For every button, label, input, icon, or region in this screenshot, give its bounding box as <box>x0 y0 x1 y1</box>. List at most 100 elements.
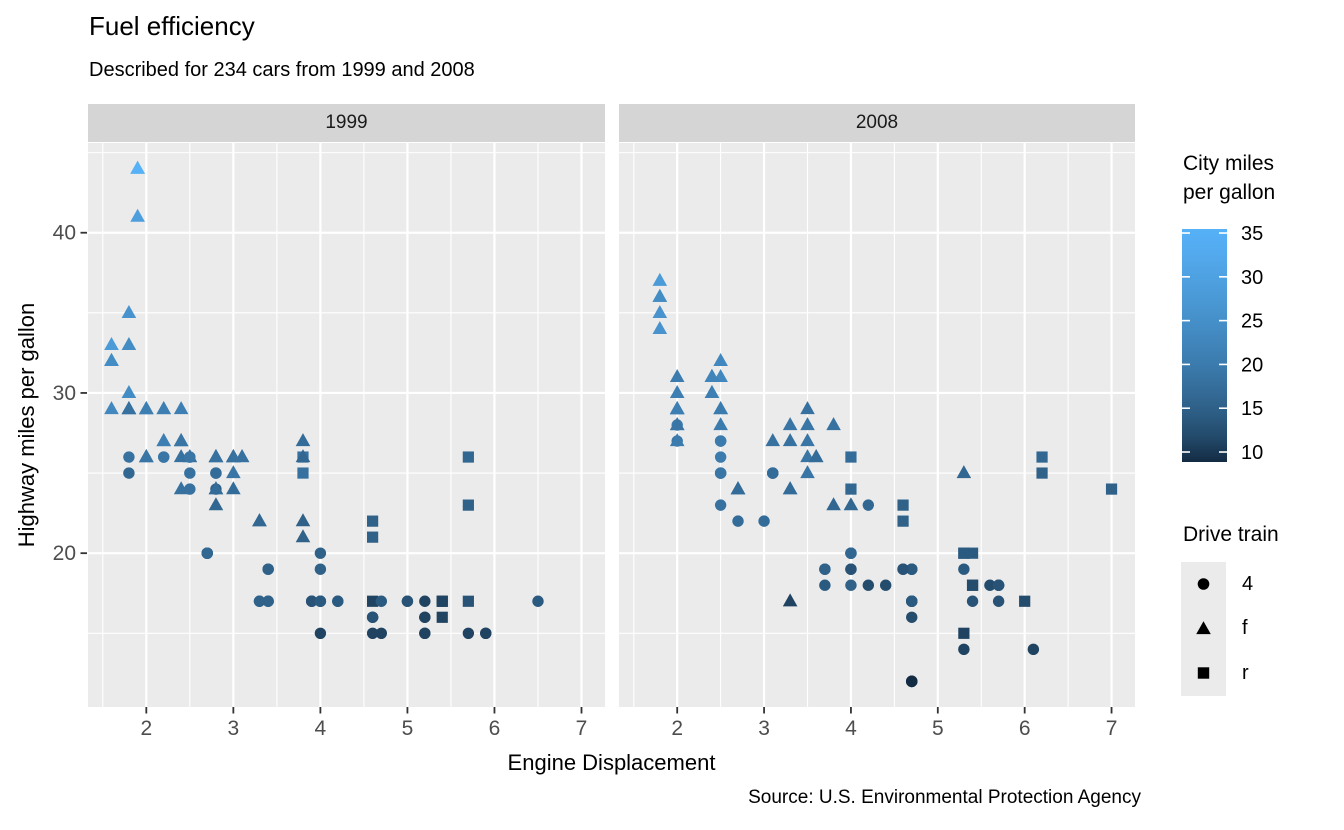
circle-icon <box>1197 578 1210 591</box>
x-axis-ticks-1999: 2 3 4 5 6 7 <box>140 707 587 740</box>
data-point <box>782 417 798 431</box>
data-point <box>966 547 979 559</box>
data-point <box>156 433 172 447</box>
data-point <box>966 595 979 607</box>
data-point <box>958 563 970 575</box>
data-point <box>713 353 728 367</box>
data-point <box>462 451 474 463</box>
data-point <box>252 513 267 527</box>
data-point <box>669 369 685 383</box>
data-point <box>121 401 137 415</box>
data-point <box>375 595 388 607</box>
data-point <box>104 401 119 415</box>
data-point <box>208 497 224 511</box>
data-point <box>730 481 746 495</box>
color-legend: 35 30 25 20 15 10 <box>1182 223 1263 464</box>
data-point <box>226 465 241 479</box>
data-point <box>295 449 311 463</box>
data-point <box>800 433 815 447</box>
data-point <box>897 515 909 527</box>
data-point <box>130 160 145 174</box>
facet-panel-2008: 2 3 4 5 6 7 <box>619 143 1135 740</box>
x-axis-title: Engine Displacement <box>507 750 716 775</box>
color-legend-tick-label: 35 <box>1241 223 1263 245</box>
y-tick-label: 20 <box>53 542 76 565</box>
data-point <box>305 595 318 607</box>
gridlines <box>619 143 1135 707</box>
data-point <box>366 611 379 623</box>
x-tick-label: 7 <box>1106 717 1118 740</box>
page-title: Fuel efficiency <box>89 11 255 41</box>
data-point <box>121 304 137 318</box>
data-point <box>436 595 448 607</box>
data-point <box>782 433 798 447</box>
data-point <box>652 288 668 302</box>
data-point <box>704 385 720 399</box>
y-axis-title: Highway miles per gallon <box>14 302 39 548</box>
data-point <box>958 547 970 559</box>
x-tick-label: 2 <box>140 717 152 740</box>
data-point <box>201 547 213 559</box>
data-point <box>800 465 815 479</box>
x-tick-label: 5 <box>932 717 944 740</box>
data-point <box>984 579 996 591</box>
data-point <box>401 595 414 607</box>
x-axis-ticks-2008: 2 3 4 5 6 7 <box>671 707 1117 740</box>
x-tick-label: 4 <box>845 717 857 740</box>
color-legend-tick-label: 30 <box>1241 267 1263 289</box>
data-point <box>714 451 727 463</box>
data-point <box>714 499 727 511</box>
data-point <box>532 595 544 607</box>
data-point <box>262 563 274 575</box>
triangle-icon <box>1196 621 1211 634</box>
data-point <box>130 208 145 222</box>
x-tick-label: 6 <box>489 717 501 740</box>
data-point <box>210 467 222 479</box>
color-legend-bar <box>1182 229 1227 462</box>
data-point <box>419 627 431 639</box>
legend-entry-r: r <box>1181 651 1253 696</box>
data-point <box>992 579 1005 591</box>
legend-key <box>1181 606 1226 651</box>
legend-entry-f: f <box>1181 606 1253 651</box>
data-point <box>714 467 727 479</box>
data-point <box>314 595 327 607</box>
data-point <box>1105 483 1118 495</box>
data-point <box>862 579 875 591</box>
facet-strip-2008: 2008 <box>619 104 1135 142</box>
data-point <box>958 627 970 639</box>
data-point <box>669 417 685 431</box>
data-point <box>808 449 824 463</box>
data-point <box>956 465 972 479</box>
data-point <box>906 563 918 575</box>
data-point <box>366 627 379 639</box>
facet-strip-label: 1999 <box>325 112 368 133</box>
data-point <box>295 513 311 527</box>
data-point <box>121 336 137 350</box>
color-legend-title: City miles per gallon <box>1183 152 1276 204</box>
color-legend-tick-label: 10 <box>1241 442 1263 464</box>
data-point <box>367 531 379 543</box>
data-point <box>782 593 798 607</box>
data-point <box>782 481 798 495</box>
data-point <box>906 675 918 688</box>
facet-panel-1999: 2 3 4 5 6 7 <box>88 143 605 740</box>
chart-subtitle: Described for 234 cars from 1999 and 200… <box>89 59 475 81</box>
data-point <box>800 401 815 415</box>
legend-entry-label: 4 <box>1242 572 1254 595</box>
source-caption: Source: U.S. Environmental Protection Ag… <box>748 787 1141 808</box>
panel-background <box>619 143 1135 707</box>
data-point <box>226 481 241 495</box>
x-tick-label: 3 <box>228 717 240 740</box>
data-point <box>1036 451 1048 463</box>
data-point <box>819 579 831 591</box>
x-tick-label: 5 <box>402 717 414 740</box>
data-point <box>819 563 831 575</box>
data-point <box>436 611 448 623</box>
data-point <box>104 353 119 367</box>
data-point <box>992 595 1005 607</box>
data-point <box>173 401 189 415</box>
data-point <box>139 449 154 463</box>
legend-key <box>1181 651 1226 696</box>
data-point <box>713 417 728 431</box>
